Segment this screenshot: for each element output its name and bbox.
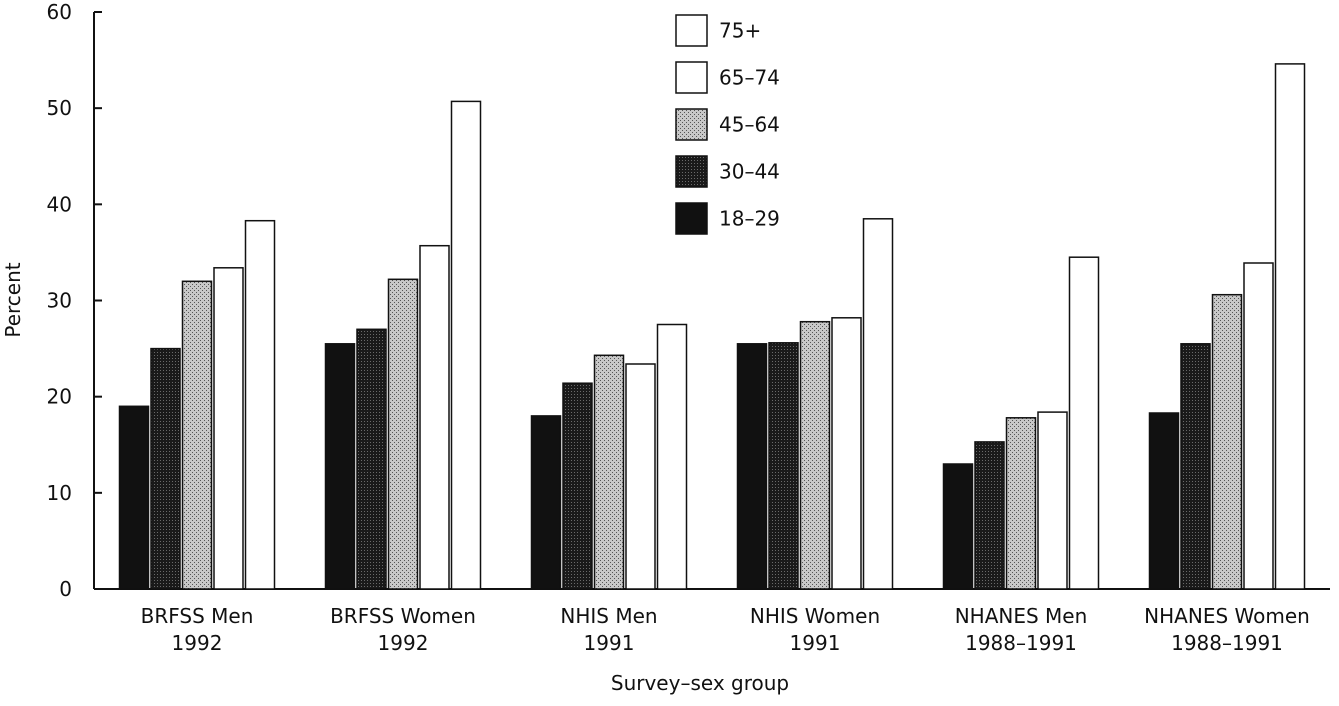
bar-1-3 — [768, 342, 799, 590]
legend-label: 45–64 — [719, 113, 780, 137]
y-tick-label: 60 — [47, 0, 72, 24]
category-label: BRFSS Men — [141, 604, 254, 628]
category-label: BRFSS Women — [330, 604, 476, 628]
y-tick-label: 40 — [47, 192, 72, 216]
bar-0-4 — [942, 463, 974, 590]
legend-swatch — [675, 14, 708, 47]
legend-swatch — [675, 108, 708, 141]
bar-0-2 — [530, 415, 562, 590]
bar-0-3 — [736, 343, 768, 590]
category-label: NHANES Men — [955, 604, 1088, 628]
category-labels: BRFSS Men 1992 BRFSS Women 1992 NHIS Men 1991… — [141, 604, 1310, 655]
bar-3-4 — [1037, 411, 1068, 590]
bar-4-2 — [656, 323, 688, 590]
bar-4-1 — [450, 100, 482, 590]
bar-1-2 — [562, 382, 593, 590]
bar-2-2 — [593, 354, 625, 590]
bar-2-4 — [1005, 417, 1037, 590]
x-axis-title: Survey–sex group — [611, 671, 789, 695]
legend-label: 30–44 — [719, 160, 780, 184]
bar-2-5 — [1211, 293, 1243, 590]
axes: 0 10 20 30 40 50 60 — [47, 0, 1330, 601]
legend-label: 65–74 — [719, 66, 780, 90]
bar-3-5 — [1243, 262, 1274, 590]
bars — [118, 63, 1306, 590]
y-tick-label: 0 — [59, 577, 72, 601]
bar-3-3 — [831, 317, 862, 590]
bar-3-0 — [213, 267, 244, 590]
bar-0-0 — [118, 405, 150, 590]
legend-label: 75+ — [719, 19, 761, 43]
bar-0-5 — [1148, 412, 1180, 590]
category-label: NHIS Women — [750, 604, 880, 628]
category-label: NHIS Men — [560, 604, 657, 628]
bar-4-3 — [862, 218, 894, 590]
bar-1-0 — [150, 347, 181, 590]
y-tick-label: 20 — [47, 385, 72, 409]
category-label: 1991 — [584, 631, 635, 655]
y-axis-title: Percent — [1, 262, 25, 337]
bar-4-4 — [1068, 256, 1100, 590]
bar-3-1 — [419, 244, 450, 590]
bar-2-1 — [387, 278, 419, 590]
category-label: 1992 — [172, 631, 223, 655]
legend-swatch — [675, 61, 708, 94]
category-label: 1988–1991 — [1171, 631, 1283, 655]
bar-2-0 — [181, 280, 213, 590]
legend: 75+ 65–74 45–64 30–44 18–29 — [675, 14, 780, 235]
y-tick-label: 50 — [47, 96, 72, 120]
legend-swatch — [675, 155, 708, 188]
legend-label: 18–29 — [719, 207, 780, 231]
legend-swatch — [675, 202, 708, 235]
bar-3-2 — [625, 363, 656, 590]
bar-2-3 — [799, 320, 831, 590]
y-tick-label: 30 — [47, 289, 72, 313]
category-label: NHANES Women — [1144, 604, 1310, 628]
category-label: 1991 — [790, 631, 841, 655]
bar-1-5 — [1180, 343, 1211, 590]
bar-1-4 — [974, 441, 1005, 590]
bar-4-0 — [244, 219, 276, 590]
bar-0-1 — [324, 343, 356, 590]
bar-1-1 — [356, 328, 387, 590]
y-tick-label: 10 — [47, 481, 72, 505]
category-label: 1988–1991 — [965, 631, 1077, 655]
bar-4-5 — [1274, 63, 1306, 590]
category-label: 1992 — [378, 631, 429, 655]
